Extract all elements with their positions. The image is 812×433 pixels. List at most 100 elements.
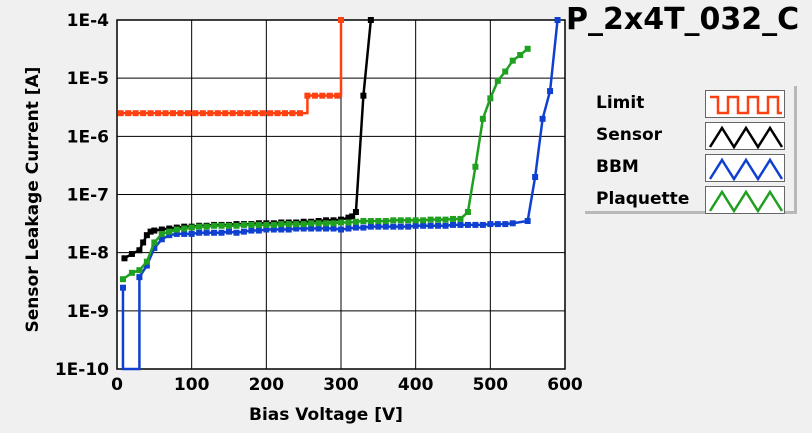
data-point — [158, 226, 165, 233]
data-point — [509, 57, 516, 64]
data-point — [397, 223, 404, 230]
data-point — [278, 221, 285, 228]
legend-swatch-plaquette-icon — [708, 189, 784, 214]
data-point — [270, 226, 277, 233]
data-point — [136, 267, 143, 274]
legend-swatch-sensor-icon — [708, 125, 784, 150]
legend-swatch-bbm — [705, 154, 785, 182]
data-point — [263, 221, 270, 228]
data-point — [203, 223, 210, 230]
data-point — [143, 232, 150, 239]
data-point — [308, 220, 315, 227]
data-point — [524, 218, 531, 225]
data-point — [244, 110, 251, 117]
data-point — [338, 226, 344, 233]
data-point — [293, 221, 300, 228]
data-point — [293, 225, 300, 232]
data-point — [330, 225, 337, 232]
data-point — [184, 110, 191, 117]
legend: Limit Sensor BBM Plaquette — [585, 86, 797, 214]
data-point — [255, 227, 262, 234]
x-tick-label: 0 — [111, 375, 123, 395]
data-point — [226, 228, 232, 235]
y-tick-label: 1E-5 — [67, 69, 109, 89]
data-point — [211, 229, 218, 236]
data-point — [330, 220, 337, 227]
data-point — [132, 110, 139, 117]
data-point — [140, 239, 147, 246]
data-point — [222, 110, 229, 117]
data-point — [300, 221, 307, 228]
data-point — [226, 222, 232, 229]
data-point — [352, 209, 359, 216]
data-point — [338, 219, 344, 226]
data-point — [464, 221, 471, 228]
data-point — [128, 269, 135, 276]
data-point — [517, 52, 524, 59]
data-point — [524, 45, 531, 52]
data-point — [166, 225, 173, 232]
data-point — [240, 221, 247, 228]
data-point — [237, 110, 244, 117]
data-point — [218, 222, 225, 229]
data-point — [311, 92, 318, 99]
data-point — [427, 222, 434, 229]
x-tick-label: 400 — [398, 375, 434, 395]
data-point — [304, 92, 311, 99]
data-point — [360, 218, 367, 225]
data-point — [255, 221, 262, 228]
data-point — [233, 229, 240, 236]
data-point — [360, 92, 367, 99]
data-point — [319, 92, 326, 99]
data-point — [278, 226, 285, 233]
data-point — [207, 110, 214, 117]
data-point — [367, 218, 374, 225]
data-point — [382, 218, 389, 225]
series-bbm — [119, 17, 561, 371]
data-point — [390, 223, 397, 230]
data-point — [143, 262, 150, 269]
data-point — [532, 173, 539, 180]
data-point — [405, 223, 412, 230]
data-point — [539, 115, 546, 122]
data-point — [349, 213, 356, 220]
data-point — [405, 217, 412, 224]
data-point — [352, 224, 359, 231]
legend-label-bbm: BBM — [596, 157, 639, 177]
legend-swatch-bbm-icon — [708, 157, 784, 182]
data-point — [188, 230, 195, 237]
legend-swatch-line — [708, 157, 784, 182]
data-point — [147, 228, 154, 235]
data-point — [158, 236, 165, 243]
data-point — [296, 110, 303, 117]
data-point — [136, 247, 143, 254]
legend-swatch-sensor — [705, 122, 785, 150]
data-point — [252, 110, 259, 117]
data-point — [203, 229, 210, 236]
data-point — [420, 217, 427, 224]
data-point — [162, 110, 169, 117]
y-tick-label: 1E-7 — [67, 186, 109, 206]
data-point — [420, 222, 427, 229]
data-point — [282, 110, 288, 117]
data-point — [382, 223, 389, 230]
legend-label-sensor: Sensor — [596, 125, 663, 145]
data-point — [181, 225, 188, 232]
data-point — [450, 215, 456, 222]
data-point — [121, 255, 128, 262]
data-point — [151, 239, 158, 246]
data-point — [509, 220, 516, 227]
data-point — [155, 110, 162, 117]
data-point — [352, 218, 359, 225]
data-point — [170, 110, 176, 117]
data-point — [442, 216, 449, 223]
data-point — [326, 92, 333, 99]
y-tick-label: 1E-4 — [67, 11, 109, 31]
y-axis-title: Sensor Leakage Current [A] — [23, 67, 43, 333]
data-point — [367, 223, 374, 230]
data-point — [360, 224, 367, 231]
data-point — [397, 217, 404, 224]
data-point — [248, 221, 255, 228]
